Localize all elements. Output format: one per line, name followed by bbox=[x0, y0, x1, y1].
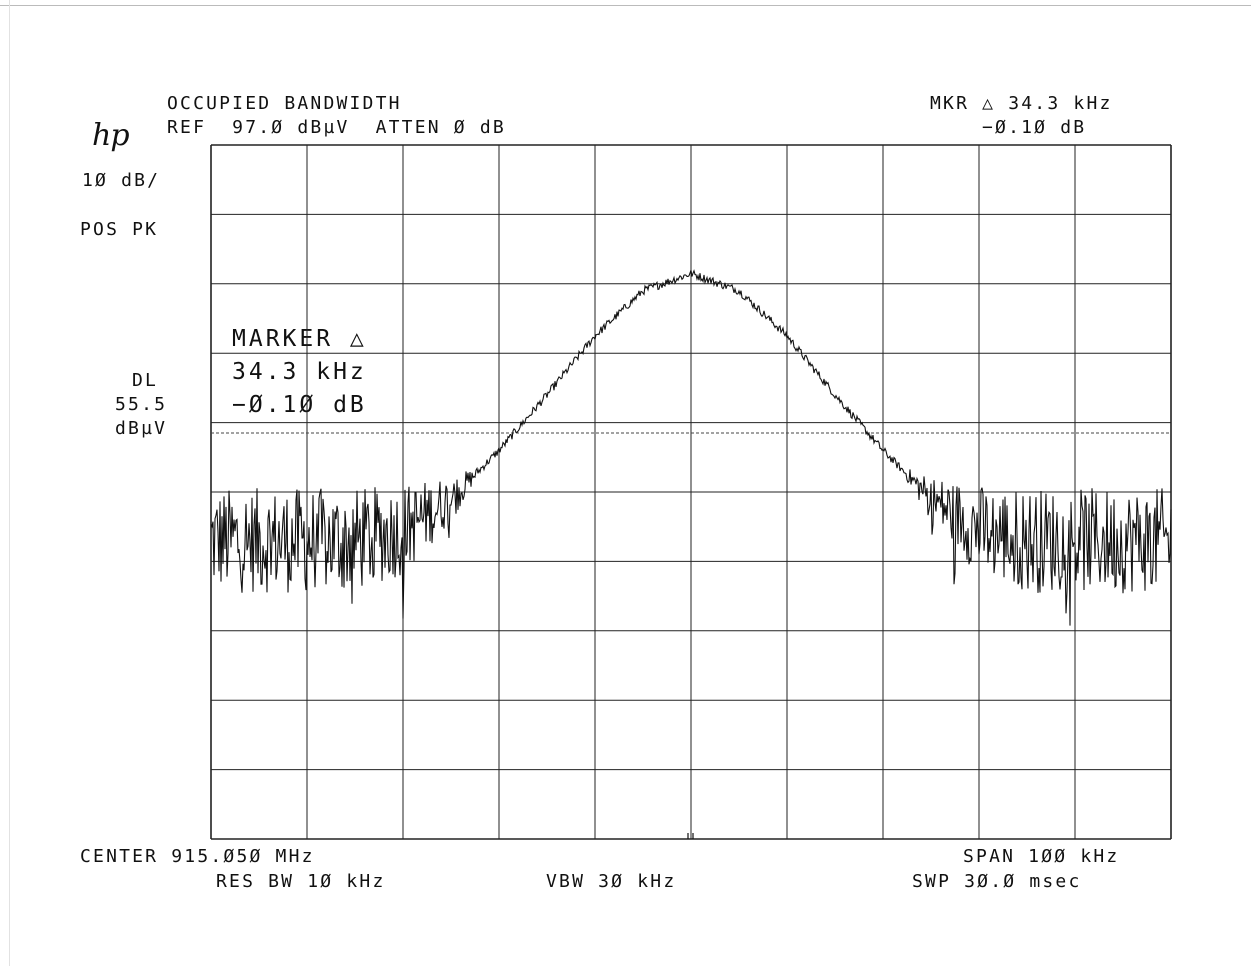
display-line-label: DL bbox=[132, 370, 159, 391]
marker-amp-readout: −Ø.1Ø dB bbox=[982, 117, 1087, 138]
resolution-bandwidth: RES BW 1Ø kHz bbox=[216, 871, 386, 892]
ref-atten-readout: REF 97.Ø dBµV ATTEN Ø dB bbox=[167, 117, 506, 138]
marker-annotation-amp: −Ø.1Ø dB bbox=[232, 392, 367, 418]
spectrum-trace bbox=[210, 269, 1172, 626]
span-readout: SPAN 1ØØ kHz bbox=[963, 846, 1120, 867]
detector-label: POS PK bbox=[80, 219, 159, 240]
marker-freq-readout: MKR △ 34.3 kHz bbox=[930, 93, 1113, 114]
scan-edge-left bbox=[9, 0, 10, 966]
display-line-unit: dBµV bbox=[115, 418, 168, 439]
sweep-time: SWP 3Ø.Ø msec bbox=[912, 871, 1082, 892]
plot-title: OCCUPIED BANDWIDTH bbox=[167, 93, 402, 114]
marker-annotation-freq: 34.3 kHz bbox=[232, 359, 367, 385]
video-bandwidth: VBW 3Ø kHz bbox=[546, 871, 677, 892]
hp-logo: hp bbox=[92, 118, 130, 153]
scan-edge-top bbox=[0, 5, 1251, 6]
marker-annotation-title: MARKER △ bbox=[232, 326, 367, 352]
center-frequency: CENTER 915.Ø5Ø MHz bbox=[80, 846, 315, 867]
scale-label: 1Ø dB/ bbox=[82, 170, 161, 191]
display-line-value: 55.5 bbox=[115, 394, 168, 415]
